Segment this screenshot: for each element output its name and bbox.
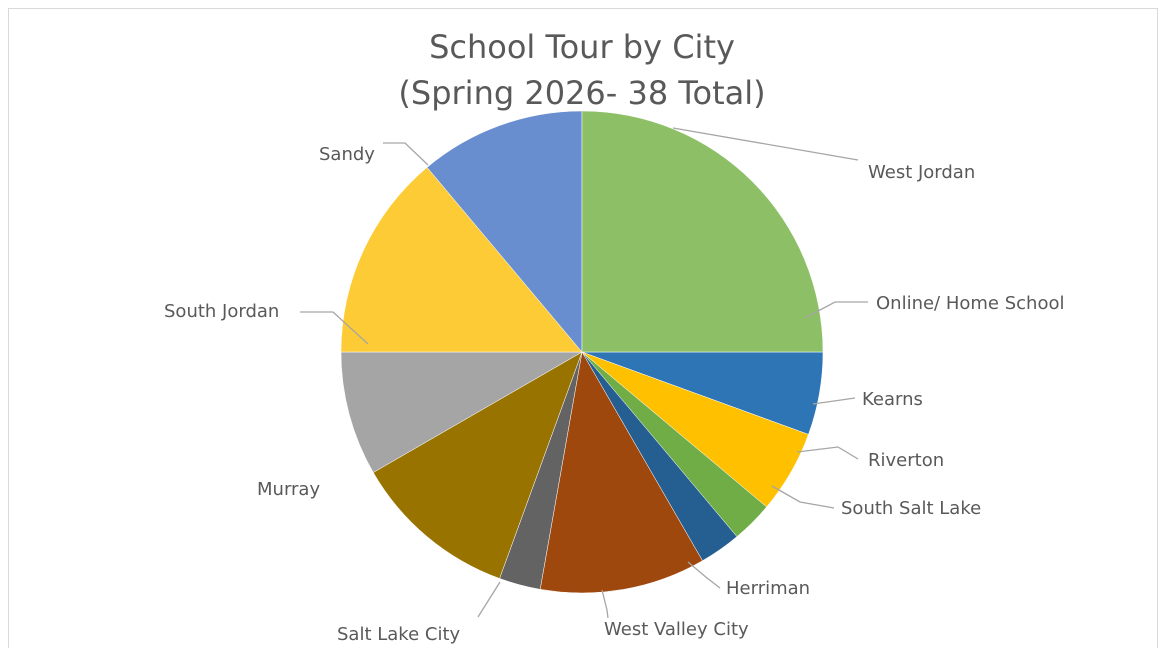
label-online-home-school: Online/ Home School [876,293,1064,314]
label-west-valley-city: West Valley City [604,619,749,640]
leader-line-south-salt-lake [771,485,835,509]
chart-frame [8,8,1158,648]
chart-subtitle: (Spring 2026- 38 Total) [398,74,765,112]
chart-title: School Tour by City [429,28,735,66]
leader-line-west-jordan [672,127,859,161]
label-west-jordan: West Jordan [868,162,975,183]
slice-south-jordan [340,167,583,353]
slice-herriman [539,351,703,594]
label-sandy: Sandy [319,144,375,165]
label-murray: Murray [257,479,320,500]
label-salt-lake-city: Salt Lake City [337,624,461,645]
leader-line-herriman [687,561,721,589]
label-riverton: Riverton [868,450,944,471]
slice-labels: Online/ Home School Kearns Riverton South S… [164,144,1064,645]
pie-slices [340,110,824,594]
leader-lines [300,127,868,619]
leader-line-sandy [383,142,429,166]
label-south-jordan: South Jordan [164,301,279,322]
slice-west-jordan [581,110,824,353]
leader-line-west-valley-city [601,589,609,619]
label-south-salt-lake: South Salt Lake [841,498,981,519]
label-herriman: Herriman [726,578,810,599]
leader-line-kearns [812,397,856,405]
leader-line-riverton [796,446,859,460]
slice-murray [340,351,583,473]
leader-line-south-jordan [300,311,369,345]
slice-sandy [426,110,583,353]
label-kearns: Kearns [862,389,923,410]
slice-salt-lake-city [372,351,583,579]
leader-line-online-home-school [804,301,868,319]
leader-line-salt-lake-city [477,581,501,618]
